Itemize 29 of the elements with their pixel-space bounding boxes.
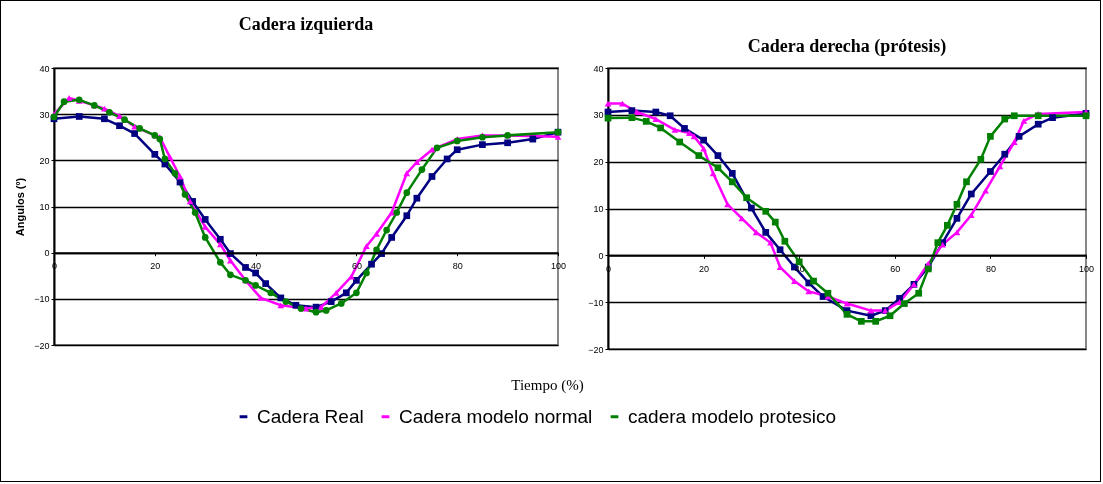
x-tick-label: 80 (452, 261, 463, 272)
x-axis-title: Tiempo (%) (511, 376, 584, 394)
y-axis-title: Angulos (º) (14, 177, 27, 237)
y-tick-label: −20 (588, 344, 604, 355)
chart-title: Cadera izquierda (238, 14, 374, 34)
y-tick-label: 0 (598, 250, 604, 261)
x-tick-label: 20 (699, 263, 710, 274)
legend-label: Cadera modelo normal (399, 405, 593, 427)
x-tick-label: 60 (890, 263, 901, 274)
y-tick-label: 40 (593, 63, 604, 74)
y-tick-label: −20 (34, 340, 50, 351)
y-tick-label: 40 (39, 63, 50, 74)
x-tick-label: 20 (150, 261, 161, 272)
y-tick-label: 0 (44, 248, 50, 259)
y-tick-label: −10 (588, 297, 604, 308)
y-tick-label: 10 (39, 202, 50, 212)
x-tick-label: 100 (550, 261, 567, 272)
y-tick-label: −10 (34, 294, 50, 305)
y-tick-label: 30 (593, 110, 604, 121)
chart-title: Cadera derecha (prótesis) (747, 36, 947, 57)
y-tick-label: 30 (39, 109, 50, 120)
legend-label: cadera modelo protesico (628, 405, 837, 427)
y-tick-label: 20 (39, 155, 50, 166)
legend-label: Cadera Real (257, 405, 364, 427)
x-tick-label: 80 (985, 263, 996, 274)
y-tick-label: 20 (593, 157, 604, 168)
x-tick-label: 40 (251, 261, 262, 272)
y-tick-label: 10 (593, 204, 604, 214)
x-tick-label: 100 (1078, 263, 1095, 274)
